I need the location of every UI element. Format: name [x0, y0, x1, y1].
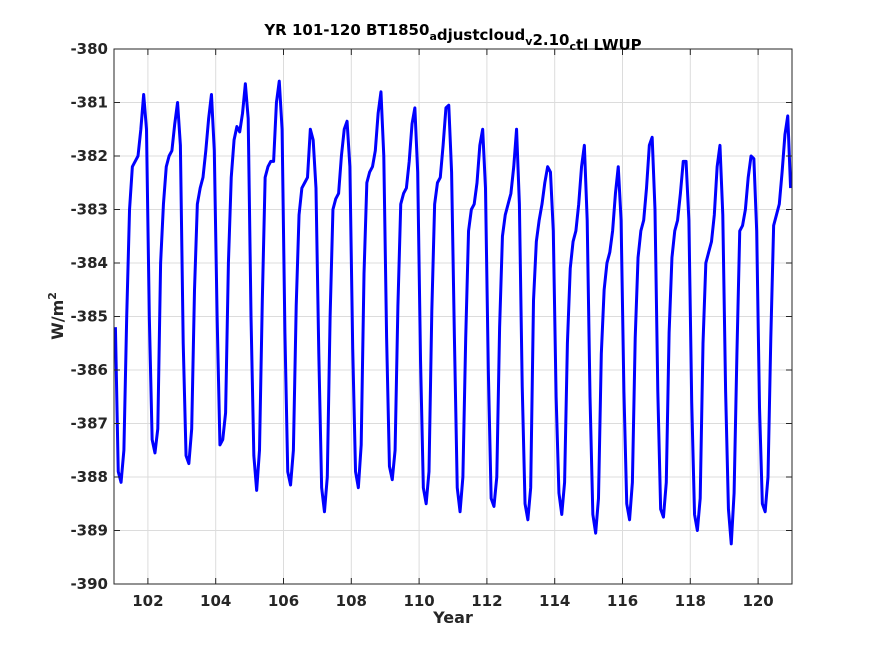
- x-tick-label: 108: [336, 592, 367, 610]
- chart-title-part: tl LWUP: [576, 36, 642, 54]
- x-tick-label: 120: [742, 592, 773, 610]
- chart-title-subscript: a: [429, 30, 436, 43]
- y-tick-labels: -390 -389 -388 -387 -386 -385 -384 -383 -382 -381…: [70, 40, 108, 593]
- x-tick-label: 118: [675, 592, 706, 610]
- x-tick-label: 110: [403, 592, 434, 610]
- chart-title-part: djustcloud: [437, 26, 525, 44]
- x-tick-label: 102: [132, 592, 163, 610]
- y-axis-title: W/m2: [46, 292, 67, 340]
- x-tick-label: 112: [471, 592, 502, 610]
- x-tick-labels: 102 104 106 108 110 112 114 116 118 120: [132, 592, 774, 610]
- y-axis-title-superscript: 2: [46, 292, 59, 300]
- y-tick-label: -382: [70, 147, 108, 165]
- x-tick-label: 104: [200, 592, 231, 610]
- y-tick-label: -389: [70, 522, 108, 540]
- y-tick-label: -384: [70, 254, 108, 272]
- tick-marks: [114, 48, 792, 585]
- chart-title: YR 101-120 BT1850adjustcloudv2.10ctl LWU…: [263, 21, 641, 54]
- x-tick-label: 116: [607, 592, 638, 610]
- y-tick-label: -388: [70, 468, 108, 486]
- y-tick-label: -383: [70, 201, 108, 219]
- chart-title-subscript: c: [569, 40, 576, 53]
- x-tick-label: 106: [268, 592, 299, 610]
- y-tick-label: -386: [70, 361, 108, 379]
- x-axis-title: Year: [432, 608, 473, 627]
- chart-title-part: 2.10: [532, 31, 569, 49]
- data-layer: [114, 79, 792, 546]
- series-line: [114, 79, 792, 546]
- y-tick-label: -380: [70, 40, 108, 58]
- chart-title-part: YR 101-120 BT1850: [263, 21, 429, 39]
- y-axis-title-text: W/m: [48, 300, 67, 340]
- y-tick-label: -387: [70, 415, 108, 433]
- y-tick-label: -385: [70, 308, 108, 326]
- x-tick-label: 114: [539, 592, 570, 610]
- y-tick-label: -381: [70, 94, 108, 112]
- y-tick-label: -390: [70, 575, 108, 593]
- chart-title-subscript: v: [525, 35, 533, 48]
